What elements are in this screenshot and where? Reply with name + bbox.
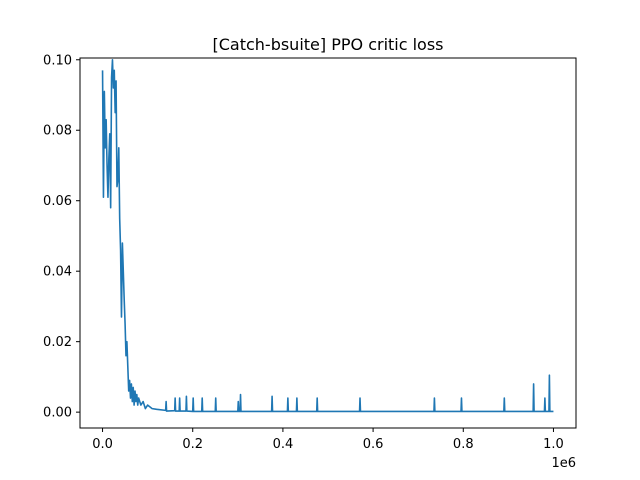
y-tick-label: 0.02 xyxy=(43,335,72,350)
x-axis: 0.0 0.2 0.4 0.6 0.8 1.0 xyxy=(92,428,564,452)
axes-frame xyxy=(79,57,577,429)
x-tick-label: 0.4 xyxy=(273,437,294,452)
y-axis: 0.00 0.02 0.04 0.06 0.08 0.10 xyxy=(43,53,80,421)
y-tick-label: 0.10 xyxy=(43,53,72,68)
series-line-0 xyxy=(101,58,554,413)
x-tick-label: 0.2 xyxy=(182,437,203,452)
x-tick-label: 0.6 xyxy=(363,437,384,452)
y-tick-label: 0.08 xyxy=(43,124,72,139)
plot-area xyxy=(101,58,554,413)
x-tick-label: 0.8 xyxy=(453,437,474,452)
x-tick-label: 0.0 xyxy=(92,437,113,452)
x-tick-label: 1.0 xyxy=(543,437,564,452)
y-tick-label: 0.00 xyxy=(43,406,72,421)
chart-title: [Catch-bsuite] PPO critic loss xyxy=(212,35,443,54)
x-offset-label: 1e6 xyxy=(551,456,576,471)
y-tick-label: 0.04 xyxy=(43,265,72,280)
y-tick-label: 0.06 xyxy=(43,194,72,209)
